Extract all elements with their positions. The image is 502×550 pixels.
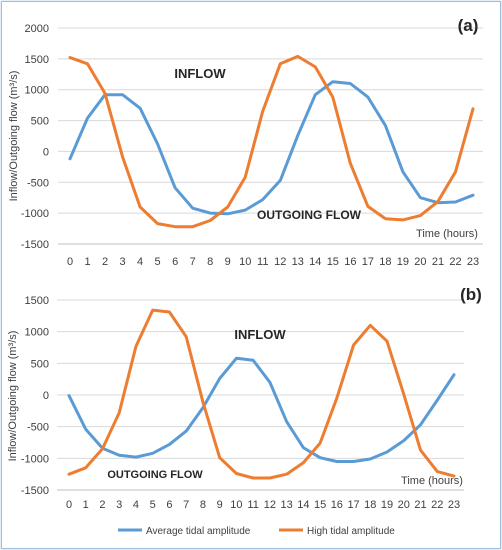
panel-a-x-tick-label: 21 bbox=[432, 256, 444, 268]
panel-a-x-tick-label: 9 bbox=[225, 256, 231, 268]
panel-a-x-tick-label: 4 bbox=[137, 256, 143, 268]
panel-a-series-average-line bbox=[68, 80, 475, 216]
panel-b-y-tick-label: 1000 bbox=[25, 327, 49, 339]
panel-a-x-tick-label: 6 bbox=[172, 256, 178, 268]
panel-a-x-tick-label: 20 bbox=[414, 256, 426, 268]
panel-b-y-tick-label: 1500 bbox=[25, 295, 49, 307]
panel-b-x-tick-label: 20 bbox=[398, 499, 410, 511]
panel-a-x-tick-label: 18 bbox=[379, 256, 391, 268]
panel-b-x-tick-label: 0 bbox=[66, 499, 72, 511]
panel-a-x-tick-label: 10 bbox=[239, 256, 251, 268]
panel-a-x-tick-label: 14 bbox=[309, 256, 321, 268]
panel-a-x-tick-label: 7 bbox=[190, 256, 196, 268]
panel-b-y-tick-label: -500 bbox=[27, 422, 49, 434]
panel-b-x-tick-label: 8 bbox=[200, 499, 206, 511]
panel-b-x-tick-label: 14 bbox=[297, 499, 309, 511]
panel-b-x-tick-label: 1 bbox=[83, 499, 89, 511]
panel-a-y-tick-label: 500 bbox=[31, 116, 49, 128]
panel-b-x-tick-label: 11 bbox=[247, 499, 258, 511]
panel-b-x-axis-label: Time (hours) bbox=[401, 475, 463, 487]
panel-b-y-tick-label: -1500 bbox=[21, 485, 49, 497]
panel-a-x-tick-label: 2 bbox=[102, 256, 108, 268]
panel-b-x-tick-label: 19 bbox=[381, 499, 393, 511]
panel-a-x-tick-label: 19 bbox=[397, 256, 409, 268]
legend-average-label: Average tidal amplitude bbox=[146, 526, 251, 537]
panel-a-inflow-annotation: INFLOW bbox=[174, 66, 226, 81]
panel-b-x-tick-label: 17 bbox=[347, 499, 359, 511]
panel-a-label: (a) bbox=[458, 16, 479, 35]
panel-b-x-tick-label: 4 bbox=[133, 499, 139, 511]
panel-b-x-tick-label: 21 bbox=[414, 499, 426, 511]
panel-a-x-tick-label: 1 bbox=[84, 256, 90, 268]
panel-a-x-tick-label: 11 bbox=[257, 256, 268, 268]
panel-a-x-tick-label: 3 bbox=[120, 256, 126, 268]
panel-b-outgoing-annotation: OUTGOING FLOW bbox=[107, 469, 203, 481]
panel-a-y-tick-label: 0 bbox=[43, 146, 49, 158]
panel-b-series-high-line bbox=[67, 308, 456, 480]
panel-a-y-tick-label: -1500 bbox=[21, 239, 49, 251]
panel-b-label: (b) bbox=[460, 285, 482, 304]
panel-b-y-tick-label: 500 bbox=[31, 358, 49, 370]
legend-high-label: High tidal amplitude bbox=[307, 526, 395, 537]
panel-b-y-tick-label: 0 bbox=[43, 390, 49, 402]
panel-a-y-tick-label: 1000 bbox=[25, 85, 49, 97]
panel-a-x-tick-label: 22 bbox=[449, 256, 461, 268]
panel-b-x-tick-label: 23 bbox=[448, 499, 460, 511]
panel-b-inflow-annotation: INFLOW bbox=[234, 327, 286, 342]
panel-b-x-tick-label: 5 bbox=[150, 499, 156, 511]
panel-a-y-tick-label: -1000 bbox=[21, 208, 49, 220]
panel-b-x-tick-label: 22 bbox=[431, 499, 443, 511]
panel-a-x-tick-label: 8 bbox=[207, 256, 213, 268]
panel-b-series-average-line bbox=[67, 356, 456, 463]
panel-a-x-tick-label: 0 bbox=[67, 256, 73, 268]
panel-a-y-tick-label: 2000 bbox=[25, 23, 49, 35]
panel-a-x-axis-label: Time (hours) bbox=[416, 228, 478, 240]
panel-a-x-tick-label: 16 bbox=[344, 256, 356, 268]
panel-a-outgoing-annotation: OUTGOING FLOW bbox=[257, 208, 362, 222]
panel-a-x-tick-label: 5 bbox=[155, 256, 161, 268]
panel-b-x-tick-label: 13 bbox=[280, 499, 292, 511]
panel-b-x-tick-label: 12 bbox=[264, 499, 276, 511]
panel-a-y-tick-label: -500 bbox=[27, 177, 49, 189]
panel-b-y-tick-label: -1000 bbox=[21, 453, 49, 465]
panel-a-x-tick-label: 23 bbox=[467, 256, 479, 268]
panel-a-x-tick-label: 15 bbox=[327, 256, 339, 268]
panel-b-x-tick-label: 16 bbox=[331, 499, 343, 511]
panel-a-x-tick-label: 12 bbox=[274, 256, 286, 268]
panel-a-x-tick-label: 13 bbox=[292, 256, 304, 268]
panel-a-y-axis-label: Inflow/Outgoing flow (m³/s) bbox=[8, 71, 20, 202]
panel-b-x-tick-label: 9 bbox=[217, 499, 223, 511]
panel-b-x-tick-label: 15 bbox=[314, 499, 326, 511]
panel-b-x-tick-label: 2 bbox=[99, 499, 105, 511]
panel-a-x-tick-label: 17 bbox=[362, 256, 374, 268]
panel-a-y-tick-label: 1500 bbox=[25, 54, 49, 66]
panel-b-y-axis-label: Inflow/Outgoing flow (m³/s) bbox=[7, 331, 19, 462]
panel-b-x-tick-label: 18 bbox=[364, 499, 376, 511]
panel-a-series-high-line bbox=[68, 54, 475, 229]
panel-b-x-tick-label: 10 bbox=[230, 499, 242, 511]
panel-b-x-tick-label: 7 bbox=[183, 499, 189, 511]
panel-b-x-tick-label: 3 bbox=[116, 499, 122, 511]
panel-b-x-tick-label: 6 bbox=[166, 499, 172, 511]
